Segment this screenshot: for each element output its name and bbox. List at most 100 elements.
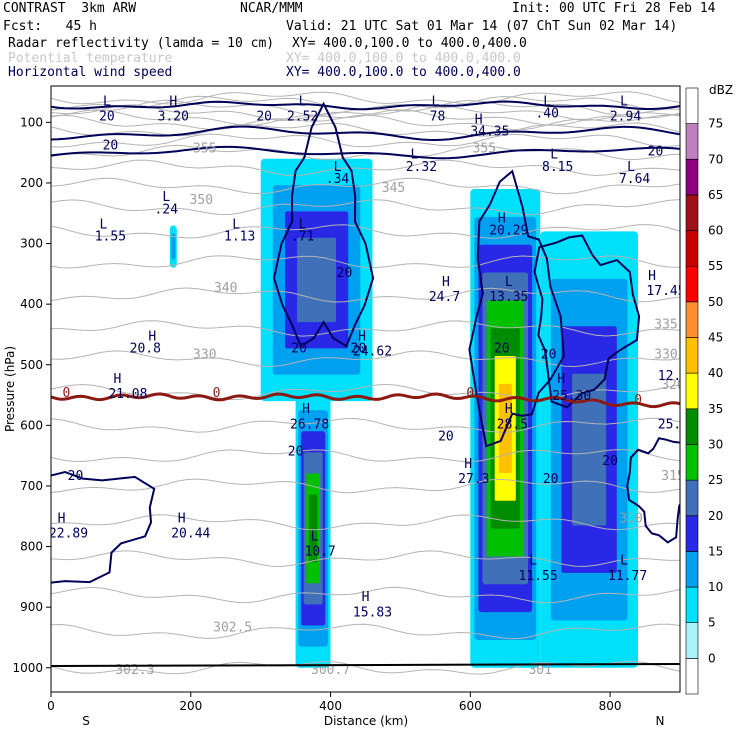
wind-label-60: 20: [438, 430, 454, 445]
field-wind-xy: XY= 400.0,100.0 to 400.0,400.0: [286, 65, 521, 80]
wind-label-48: 20: [494, 342, 510, 357]
surface-line: [50, 663, 681, 667]
wind-label-4: 20: [256, 110, 272, 125]
x-tick-label-3: 600: [459, 699, 482, 713]
theta-contour-19: [51, 449, 680, 463]
wind-label-3: 3.20: [158, 110, 189, 125]
wind-contour-top-3: [51, 145, 680, 160]
field-theta-xy: XY= 400.0,100.0 to 400.0,400.0: [286, 51, 521, 66]
wind-label-18: 2.32: [406, 160, 437, 175]
wind-label-69: H: [178, 511, 186, 526]
theta-label-3: 345: [382, 181, 405, 196]
y-tick-label-1: 200: [20, 176, 43, 190]
colorbar-label-1: 5: [708, 616, 716, 630]
colorbar-swatch-9: [685, 337, 699, 374]
refl-cell-3-band-4: [572, 373, 607, 526]
colorbar-label-9: 45: [708, 331, 723, 345]
wind-label-32: .71: [291, 230, 314, 245]
wind-label-8: 78: [430, 110, 446, 125]
colorbar-label-6: 30: [708, 438, 723, 452]
colorbar-label-4: 20: [708, 509, 723, 523]
wind-label-10: .40: [535, 107, 558, 122]
wind-label-43: 20.8: [130, 342, 161, 357]
colorbar-label-14: 70: [708, 152, 723, 166]
theta-contour-24: [51, 623, 680, 640]
colorbar-swatch-4: [685, 515, 699, 552]
refl-cell-1-band-6: [308, 494, 318, 563]
wind-label-1: 20: [99, 110, 115, 125]
colorbar-label-3: 15: [708, 544, 723, 558]
wind-contour-cell-0: [272, 101, 375, 348]
wind-label-20: 8.15: [542, 160, 573, 175]
zero-isotherm: [51, 392, 680, 409]
theta-contour-10: [51, 177, 680, 195]
wind-label-45: 20: [351, 342, 367, 357]
colorbar-swatch-8: [685, 372, 699, 410]
wind-label-65: 20: [602, 454, 618, 469]
y-tick-label-4: 500: [20, 358, 43, 372]
zero-label-0: 0: [62, 386, 70, 401]
wind-label-40: H: [648, 269, 656, 284]
wind-contour-top-2: [51, 125, 680, 142]
wind-label-33: H: [498, 211, 506, 226]
theta-contour-16: [51, 350, 680, 368]
colorbar: dBZ 0 5 10 15 20 25 30 35 40 45 50 55 60 65 70 75: [685, 83, 733, 695]
zero-label-2: 0: [466, 386, 474, 401]
wind-label-27: L: [99, 217, 107, 232]
wind-label-35: 20: [337, 266, 353, 281]
wind-label-44: 20: [291, 342, 307, 357]
refl-cell-4-band-2: [171, 233, 176, 260]
wind-label-31: L: [299, 217, 307, 232]
theta-contour-0: [51, 91, 680, 105]
theta-contour-21: [51, 514, 680, 531]
wind-label-74: 11.55: [519, 569, 558, 584]
y-tick-label-0: 100: [20, 115, 43, 129]
wind-label-28: 1.55: [95, 230, 126, 245]
theta-label-13: 300.7: [311, 663, 350, 678]
colorbar-unit: dBZ: [709, 83, 733, 97]
field-reflectivity-xy: XY= 400.0,100.0 to 400.0,400.0: [292, 36, 527, 51]
contour-labels: 355 355 350 345 340 335 330 330 320 315 310 302.5 30…: [51, 94, 684, 678]
wind-label-73: L: [529, 554, 537, 569]
wind-label-24: .34: [326, 172, 350, 187]
model-title: CONTRAST 3km ARW: [3, 1, 137, 16]
colorbar-swatch-11: [685, 265, 699, 303]
theta-contour-23: [51, 586, 680, 604]
colorbar-label-10: 50: [708, 295, 723, 309]
y-tick-label-2: 300: [20, 237, 43, 251]
colorbar-swatch-2: [685, 586, 699, 623]
wind-contour-top-1: [51, 100, 680, 111]
plot-frame: [50, 85, 681, 693]
wind-label-6: 2.52: [287, 110, 318, 125]
wind-contour-cell-4: [626, 437, 680, 544]
wind-label-7: L: [431, 94, 439, 109]
wind-label-36: H: [442, 275, 450, 290]
colorbar-swatch-10: [685, 301, 699, 338]
wind-label-5: L: [299, 94, 307, 109]
theta-label-6: 330: [193, 348, 216, 363]
theta-label-4: 340: [214, 281, 237, 296]
colorbar-label-2: 10: [708, 580, 723, 594]
theta-label-9: 315: [661, 469, 684, 484]
theta-label-8: 320: [661, 378, 684, 393]
colorbar-label-5: 25: [708, 473, 723, 487]
wind-contours: [51, 100, 680, 584]
wind-label-72: 10.7: [304, 545, 335, 560]
colorbar-swatch-15: [685, 123, 699, 160]
wind-contour-cell-3: [51, 470, 156, 584]
x-tick-label-2: 400: [319, 699, 342, 713]
theta-contour-6: [51, 122, 680, 137]
theta-contour-8: [51, 144, 680, 161]
field-theta-name: Potential temperature: [8, 51, 173, 66]
colorbar-label-0: 0: [708, 651, 716, 665]
theta-contour-11: [51, 199, 680, 216]
theta-contour-20: [51, 478, 680, 494]
theta-label-0: 355: [193, 142, 216, 157]
theta-contour-13: [51, 255, 680, 269]
wind-label-12: 2.94: [610, 110, 641, 125]
wind-label-77: H: [362, 590, 370, 605]
wind-label-47: 24.62: [353, 345, 392, 360]
wind-label-38: L: [505, 275, 513, 290]
y-tick-label-7: 800: [20, 540, 43, 554]
